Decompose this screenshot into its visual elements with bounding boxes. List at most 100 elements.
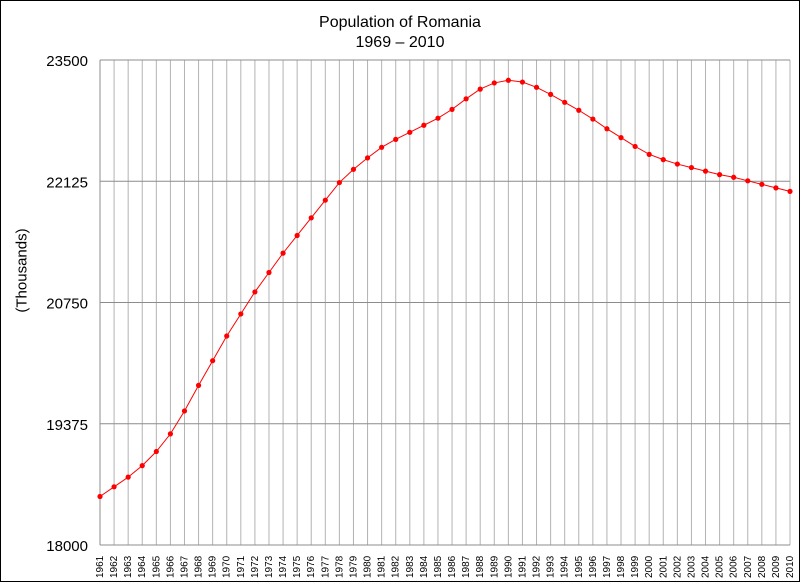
data-point [224,333,230,339]
x-tick-label: 1972 [250,555,261,578]
data-point [576,107,582,113]
y-tick-label: 19375 [46,417,88,434]
data-point [477,86,483,92]
data-point [590,116,596,122]
x-tick-label: 1985 [433,555,444,578]
x-tick-label: 1980 [363,555,374,578]
data-point [364,155,371,161]
x-tick-label: 1970 [222,555,233,578]
y-tick-label: 22125 [46,174,88,191]
data-point [407,129,413,135]
data-point [350,166,357,172]
x-tick-label: 1975 [292,555,303,578]
data-point [646,151,652,157]
x-tick-label: 2005 [715,555,726,578]
x-tick-label: 1993 [546,555,557,578]
data-point [562,99,568,105]
data-point [111,484,117,490]
data-point [421,122,427,128]
x-tick-label: 1979 [348,555,359,578]
x-tick-label: 1967 [179,555,190,578]
data-point [449,106,455,112]
data-point [294,232,300,239]
x-tick-label: 1964 [137,555,148,578]
x-tick-label: 1997 [602,555,613,578]
data-point [379,144,385,150]
x-tick-label: 1988 [475,555,486,578]
x-tick-label: 2003 [686,555,697,578]
x-tick-label: 1966 [165,555,176,578]
x-tick-label: 1973 [264,555,275,578]
data-point [195,382,202,388]
data-point [266,269,272,276]
x-tick-label: 2010 [785,555,796,578]
x-tick-label: 2000 [644,555,655,578]
data-point [759,181,765,187]
data-point [167,431,174,437]
data-point [252,289,258,295]
data-point [548,91,554,97]
x-tick-label: 2001 [658,555,669,578]
x-tick-label: 1983 [405,555,416,578]
data-point [660,157,666,163]
x-tick-label: 2002 [672,555,683,578]
data-point [519,79,526,85]
data-point [745,178,751,184]
x-tick-label: 2009 [771,555,782,578]
x-tick-label: 2008 [757,555,768,578]
x-tick-label: 1995 [574,555,585,578]
x-tick-label: 1999 [630,555,641,578]
data-point [139,463,145,469]
data-point [336,179,342,186]
data-point [97,493,103,500]
data-point [153,448,159,455]
x-tick-label: 1978 [334,555,345,578]
x-tick-label: 1992 [532,555,543,578]
x-tick-label: 1998 [616,555,627,578]
x-tick-label: 1991 [517,555,528,578]
x-tick-label: 1965 [151,555,162,578]
x-tick-label: 1976 [306,555,317,578]
data-point [773,185,779,191]
data-point [463,96,469,102]
chart-title: Population of Romania [319,14,481,31]
data-point [533,84,540,90]
data-point [210,358,216,364]
data-point [393,136,399,142]
x-tick-label: 1963 [123,555,134,578]
data-point [280,250,286,256]
series-line [99,79,791,497]
data-point [322,197,328,203]
chart-subtitle: 1969 – 2010 [355,34,445,51]
x-tick-label: 1971 [236,555,247,578]
x-tick-label: 2007 [743,555,754,578]
x-tick-label: 1982 [391,555,402,578]
x-tick-label: 1996 [588,555,599,578]
data-point [505,77,511,83]
x-tick-label: 2004 [701,555,712,578]
x-tick-label: 1981 [377,555,388,578]
x-tick-label: 1989 [489,555,500,578]
x-tick-label: 1974 [278,555,289,578]
x-tick-label: 1969 [208,555,219,578]
x-tick-label: 2006 [729,555,740,578]
x-tick-label: 1994 [560,555,571,578]
data-point [674,161,680,167]
data-point [604,126,610,132]
x-tick-label: 1986 [447,555,458,578]
y-tick-label: 20750 [46,296,88,313]
data-point [716,172,723,178]
y-tick-label: 18000 [46,538,88,555]
data-point [688,164,695,171]
data-point [181,408,188,414]
data-point [731,174,737,180]
data-point [618,135,624,141]
x-tick-label: 1962 [109,555,120,578]
x-tick-label: 1968 [194,555,205,578]
data-point [125,474,131,480]
x-tick-label: 1987 [461,555,472,578]
y-tick-label: 23500 [46,53,88,70]
data-point [308,215,314,221]
x-tick-label: 1977 [320,555,331,578]
